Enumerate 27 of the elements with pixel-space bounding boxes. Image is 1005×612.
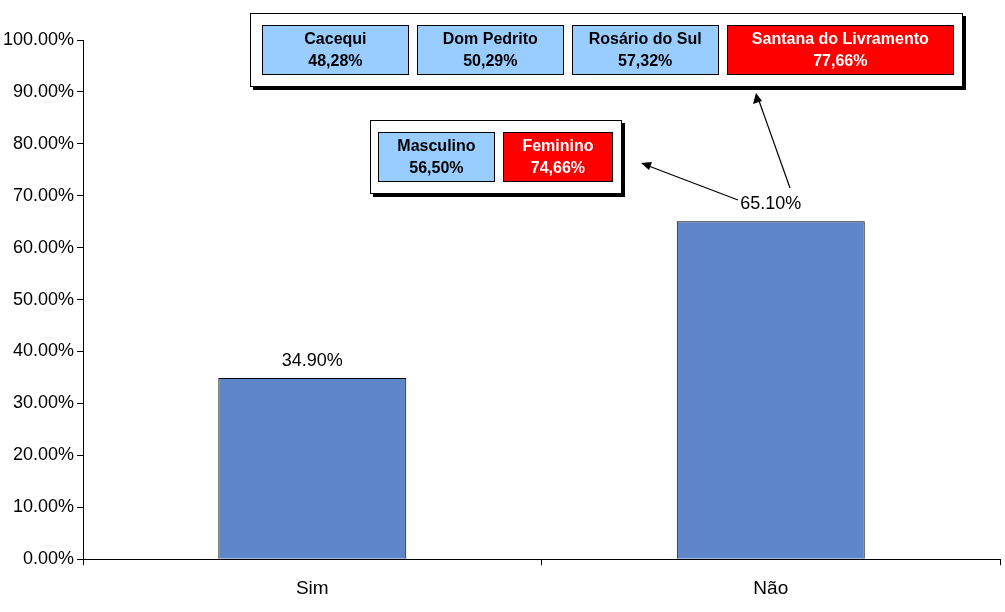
y-tick-label: 60.00% xyxy=(13,236,75,257)
annotation: Santana do Livramento 77,66% xyxy=(751,29,929,71)
x-tick-label: Sim xyxy=(295,576,329,598)
y-tick-label: 20.00% xyxy=(13,444,75,465)
data-label: 34.90% xyxy=(281,349,343,370)
y-tick-label: 10.00% xyxy=(13,496,75,517)
annotation: Dom Pedrito 50,29% xyxy=(442,29,538,71)
tag-box: Cacequi 48,28% xyxy=(262,25,409,75)
annotation: Feminino 74,66% xyxy=(522,136,594,178)
tag-box: Feminino 74,66% xyxy=(502,132,613,182)
y-tick-label: 50.00% xyxy=(13,288,75,309)
annotation: Masculino 56,50% xyxy=(397,136,476,178)
tag-box: Dom Pedrito 50,29% xyxy=(416,25,564,75)
y-tick-label: 90.00% xyxy=(13,80,75,101)
x-tick-label: Não xyxy=(753,576,789,598)
y-tick-label: 0.00% xyxy=(23,548,75,569)
y-tick-label: 70.00% xyxy=(13,184,75,205)
y-tick-label: 30.00% xyxy=(13,392,75,413)
annotation: Rosário do Sul 57,32% xyxy=(588,29,702,71)
annotation: Cacequi 48,28% xyxy=(304,29,367,71)
tag-box: Santana do Livramento 77,66% xyxy=(726,25,954,75)
y-tick-label: 100.00% xyxy=(3,28,75,49)
y-tick-label: 80.00% xyxy=(13,132,75,153)
data-label: 65.10% xyxy=(740,193,802,214)
y-tick-label: 40.00% xyxy=(13,340,75,361)
tag-box: Masculino 56,50% xyxy=(378,132,495,182)
tag-box: Rosário do Sul 57,32% xyxy=(571,25,719,75)
